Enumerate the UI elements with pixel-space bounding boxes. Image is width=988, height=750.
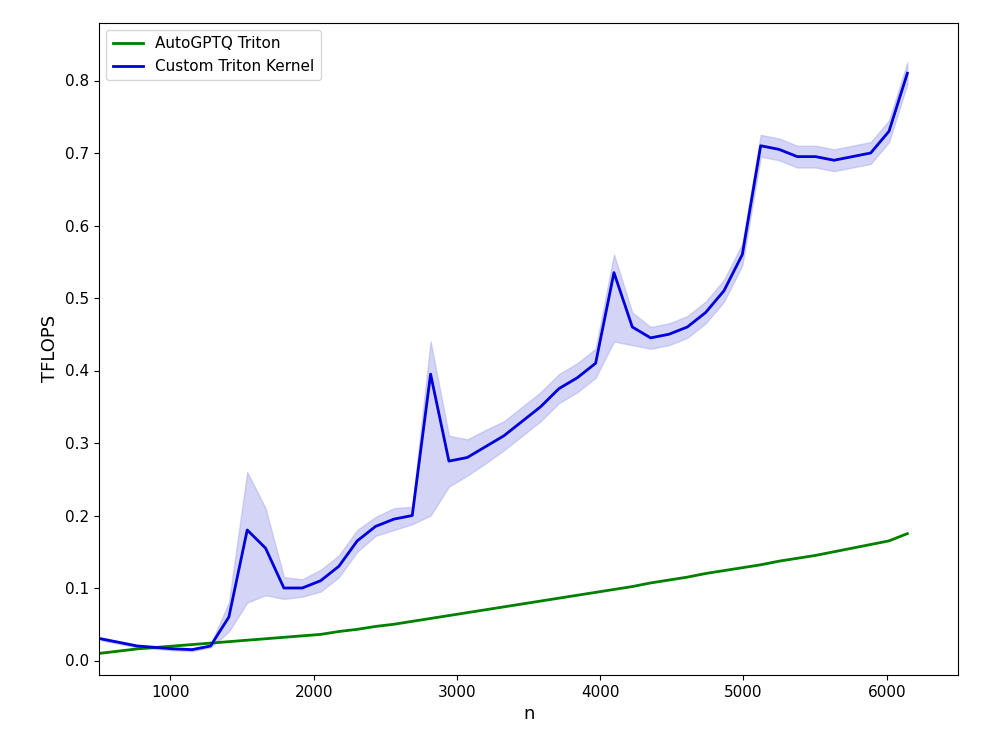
AutoGPTQ Triton [847, 544, 859, 553]
Custom Triton Kernel [590, 358, 602, 368]
Custom Triton Kernel [847, 152, 859, 161]
Custom Triton Kernel [498, 431, 510, 440]
AutoGPTQ Triton [388, 620, 400, 628]
Custom Triton Kernel [700, 308, 711, 317]
Custom Triton Kernel [443, 457, 454, 466]
Custom Triton Kernel [608, 268, 619, 278]
AutoGPTQ Triton [626, 582, 638, 591]
Custom Triton Kernel [517, 417, 529, 426]
Custom Triton Kernel [791, 152, 803, 161]
Custom Triton Kernel [370, 522, 381, 531]
Custom Triton Kernel [864, 148, 876, 158]
Custom Triton Kernel [901, 69, 913, 78]
Custom Triton Kernel [131, 641, 143, 650]
Custom Triton Kernel [773, 145, 784, 154]
Custom Triton Kernel [278, 584, 289, 592]
AutoGPTQ Triton [901, 530, 913, 538]
Custom Triton Kernel [736, 250, 748, 259]
AutoGPTQ Triton [755, 560, 767, 569]
AutoGPTQ Triton [131, 644, 143, 653]
AutoGPTQ Triton [205, 638, 216, 647]
Custom Triton Kernel [296, 584, 308, 592]
Custom Triton Kernel [810, 152, 822, 161]
AutoGPTQ Triton [352, 625, 364, 634]
AutoGPTQ Triton [314, 630, 326, 639]
Custom Triton Kernel [95, 634, 107, 644]
AutoGPTQ Triton [425, 614, 437, 623]
AutoGPTQ Triton [406, 616, 418, 626]
Custom Triton Kernel [553, 384, 565, 393]
AutoGPTQ Triton [645, 578, 657, 587]
AutoGPTQ Triton [149, 643, 161, 652]
AutoGPTQ Triton [883, 536, 895, 545]
Custom Triton Kernel [314, 576, 326, 585]
AutoGPTQ Triton [333, 627, 345, 636]
AutoGPTQ Triton [682, 573, 694, 582]
Y-axis label: TFLOPS: TFLOPS [41, 315, 59, 382]
AutoGPTQ Triton [443, 611, 454, 620]
Custom Triton Kernel [260, 544, 272, 553]
AutoGPTQ Triton [370, 622, 381, 631]
Line: AutoGPTQ Triton: AutoGPTQ Triton [101, 534, 907, 653]
AutoGPTQ Triton [517, 599, 529, 608]
AutoGPTQ Triton [480, 605, 492, 614]
Custom Triton Kernel [168, 644, 180, 653]
Custom Triton Kernel [718, 286, 730, 296]
AutoGPTQ Triton [571, 591, 583, 600]
AutoGPTQ Triton [241, 636, 253, 645]
Custom Triton Kernel [406, 511, 418, 520]
Custom Triton Kernel [828, 156, 840, 165]
Custom Triton Kernel [535, 402, 546, 411]
Custom Triton Kernel [223, 613, 235, 622]
AutoGPTQ Triton [223, 638, 235, 646]
Legend: AutoGPTQ Triton, Custom Triton Kernel: AutoGPTQ Triton, Custom Triton Kernel [107, 30, 321, 80]
AutoGPTQ Triton [608, 585, 619, 594]
Line: Custom Triton Kernel: Custom Triton Kernel [101, 74, 907, 650]
AutoGPTQ Triton [168, 641, 180, 650]
AutoGPTQ Triton [187, 640, 199, 649]
Custom Triton Kernel [113, 638, 124, 646]
Custom Triton Kernel [241, 526, 253, 535]
Custom Triton Kernel [187, 645, 199, 654]
AutoGPTQ Triton [810, 550, 822, 560]
AutoGPTQ Triton [296, 632, 308, 640]
Custom Triton Kernel [205, 641, 216, 650]
AutoGPTQ Triton [498, 602, 510, 611]
AutoGPTQ Triton [828, 548, 840, 556]
AutoGPTQ Triton [113, 646, 124, 656]
AutoGPTQ Triton [700, 569, 711, 578]
Custom Triton Kernel [461, 453, 473, 462]
AutoGPTQ Triton [773, 556, 784, 566]
AutoGPTQ Triton [535, 596, 546, 605]
Custom Triton Kernel [149, 643, 161, 652]
Custom Triton Kernel [388, 514, 400, 523]
Custom Triton Kernel [352, 536, 364, 545]
Custom Triton Kernel [571, 374, 583, 382]
AutoGPTQ Triton [718, 566, 730, 575]
Custom Triton Kernel [626, 322, 638, 332]
AutoGPTQ Triton [663, 575, 675, 584]
AutoGPTQ Triton [278, 633, 289, 642]
Custom Triton Kernel [755, 141, 767, 150]
X-axis label: n: n [523, 705, 535, 723]
AutoGPTQ Triton [553, 594, 565, 603]
Custom Triton Kernel [663, 330, 675, 339]
AutoGPTQ Triton [864, 540, 876, 549]
Custom Triton Kernel [645, 333, 657, 342]
AutoGPTQ Triton [461, 608, 473, 617]
AutoGPTQ Triton [260, 634, 272, 644]
Custom Triton Kernel [333, 562, 345, 571]
AutoGPTQ Triton [736, 563, 748, 572]
Custom Triton Kernel [883, 127, 895, 136]
AutoGPTQ Triton [95, 649, 107, 658]
Custom Triton Kernel [425, 370, 437, 379]
AutoGPTQ Triton [791, 554, 803, 562]
Custom Triton Kernel [480, 442, 492, 452]
Custom Triton Kernel [682, 322, 694, 332]
AutoGPTQ Triton [590, 588, 602, 597]
